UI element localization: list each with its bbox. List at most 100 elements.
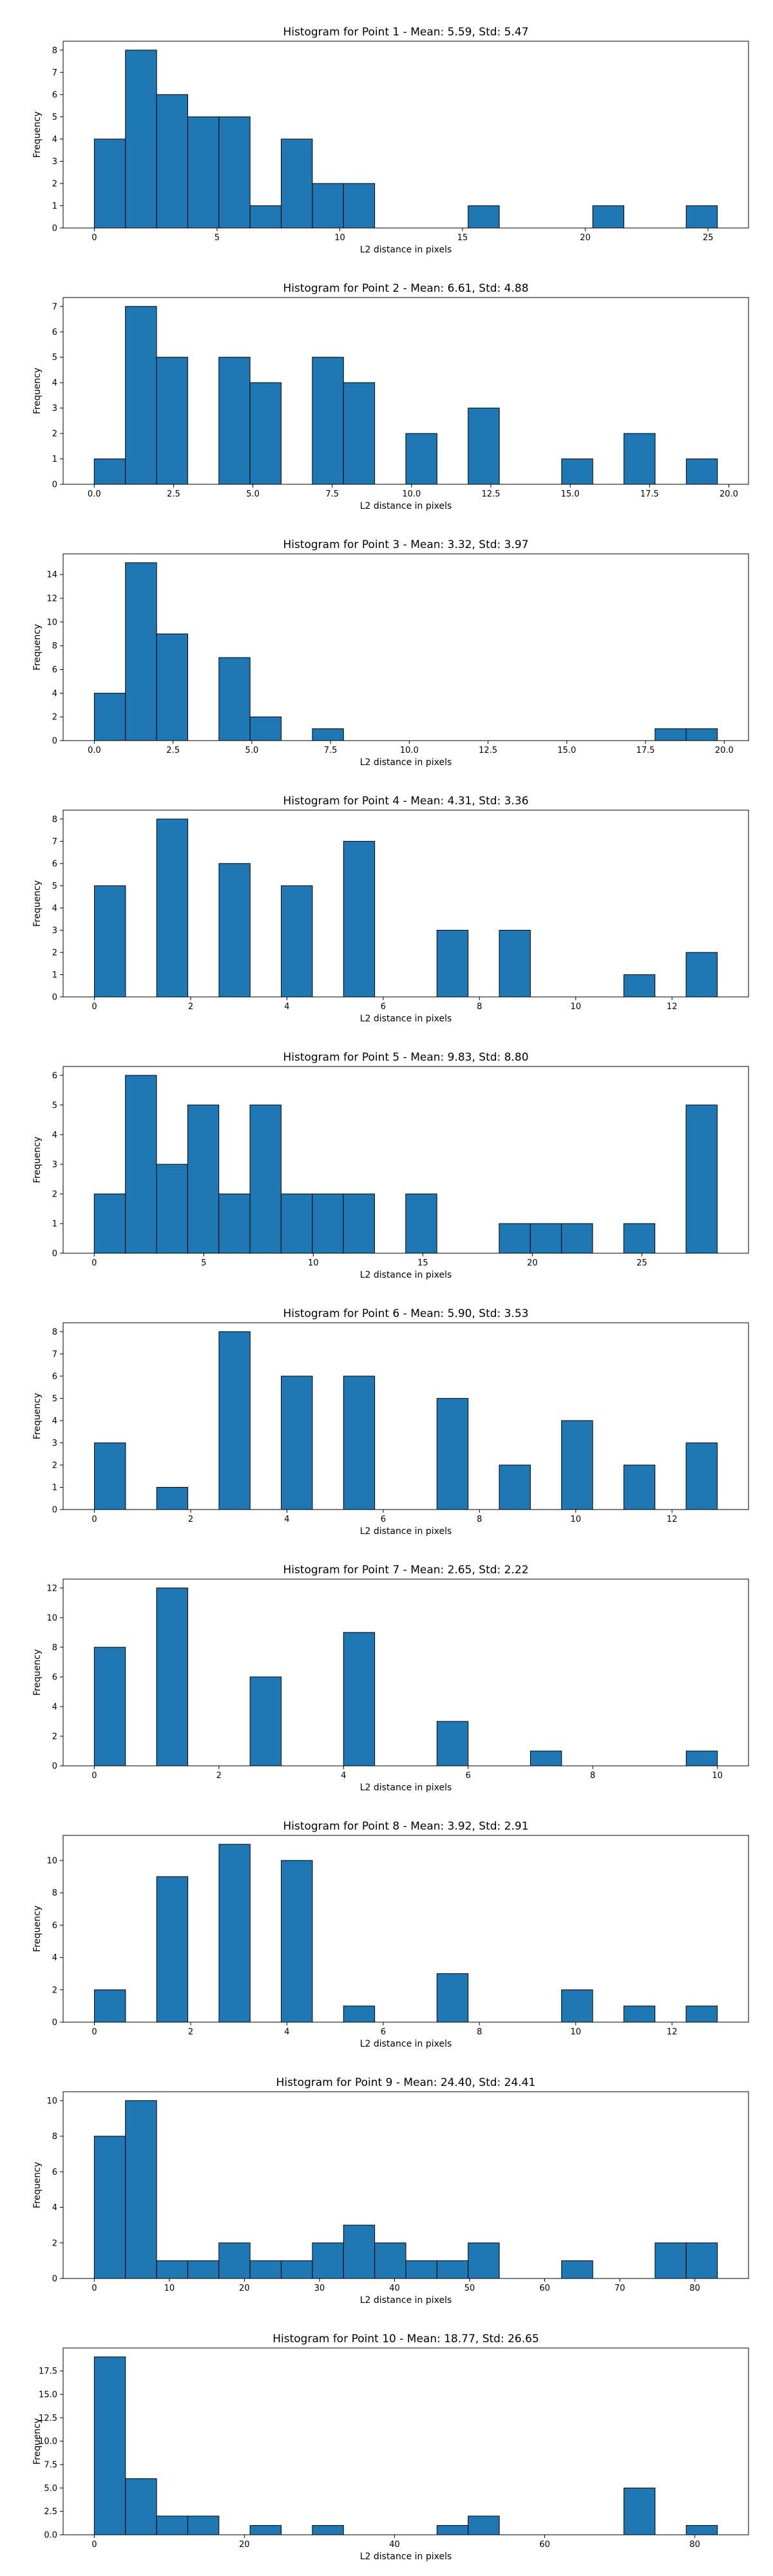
y-tick-label: 4: [52, 135, 57, 144]
y-tick-label: 2.5: [44, 2507, 57, 2517]
x-tick-label: 6: [381, 2027, 386, 2037]
histogram-bar: [343, 1376, 376, 1510]
histogram-bar: [312, 183, 344, 229]
x-tick-label: 30: [314, 2284, 325, 2293]
x-tick-label: 20: [580, 233, 591, 243]
x-tick-label: 10: [570, 1515, 581, 1524]
y-tick-label: 6: [52, 2168, 57, 2177]
y-tick-label: 5: [52, 113, 57, 122]
histogram-bar: [187, 2260, 220, 2279]
x-tick-label: 15: [417, 1258, 428, 1268]
histogram-bar: [218, 1331, 251, 1510]
y-tick-label: 3: [52, 1439, 57, 1448]
histogram-bar: [125, 2100, 157, 2279]
x-tick-label: 60: [539, 2540, 550, 2550]
y-tick-label: 8: [52, 46, 57, 55]
y-tick-label: 1: [52, 202, 57, 211]
histogram-chart-2: Histogram for Point 2 - Mean: 6.61, Std:…: [32, 282, 749, 511]
histogram-bar: [685, 2242, 718, 2279]
x-axis-label: L2 distance in pixels: [360, 2295, 452, 2306]
bars: [94, 1331, 718, 1510]
chart-title: Histogram for Point 8 - Mean: 3.92, Std:…: [283, 1820, 528, 1833]
histogram-bar: [685, 1442, 718, 1510]
histogram-bar: [218, 1193, 251, 1254]
x-axis-label: L2 distance in pixels: [360, 1270, 452, 1280]
histogram-bar: [312, 728, 344, 741]
x-axis-label: L2 distance in pixels: [360, 2039, 452, 2049]
x-tick-label: 12.5: [479, 746, 497, 755]
y-tick-label: 7: [52, 68, 57, 78]
histogram-bar: [94, 885, 126, 998]
histogram-bar: [281, 885, 313, 998]
x-tick-label: 5: [201, 1258, 206, 1268]
histogram-bar: [436, 2260, 469, 2279]
histogram-bar: [499, 1223, 531, 1254]
histogram-bar: [281, 1860, 313, 2023]
bars: [93, 1587, 718, 1766]
histogram-bar: [654, 2242, 687, 2279]
x-axis-label: L2 distance in pixels: [360, 245, 452, 255]
x-tick-label: 20.0: [720, 489, 738, 499]
x-tick-label: 4: [284, 1515, 289, 1524]
histogram-bar: [685, 205, 718, 229]
x-tick-label: 7.5: [324, 746, 338, 755]
y-tick-label: 1: [52, 1483, 57, 1493]
histogram-bar: [218, 116, 251, 229]
y-tick-label: 4: [52, 1416, 57, 1426]
y-axis-label: Frequency: [32, 368, 43, 414]
histogram-bar: [561, 1989, 593, 2023]
histogram-bar: [685, 728, 718, 741]
y-tick-label: 12.5: [39, 2414, 57, 2423]
y-tick-label: 0: [52, 1506, 57, 1515]
histogram-bar: [530, 1750, 562, 1766]
histogram-bar: [685, 2005, 718, 2023]
histogram-bar: [685, 1104, 718, 1254]
histogram-bar: [93, 1647, 126, 1766]
axes-frame: [62, 810, 749, 998]
histogram-bar: [156, 1587, 188, 1766]
histogram-bar: [125, 1075, 157, 1254]
y-tick-label: 6: [52, 1071, 57, 1081]
histogram-bar: [94, 1442, 126, 1510]
y-tick-label: 10: [46, 618, 57, 627]
histogram-bar: [218, 863, 251, 998]
y-tick-label: 8: [52, 815, 57, 824]
x-tick-label: 20: [239, 2540, 250, 2550]
y-tick-label: 3: [52, 404, 57, 413]
bars: [93, 2356, 718, 2535]
y-tick-label: 7.5: [44, 2460, 57, 2470]
histogram-bar: [499, 929, 531, 998]
y-tick-label: 2: [52, 713, 57, 723]
histogram-bar: [156, 1876, 189, 2023]
y-axis-label: Frequency: [32, 880, 43, 927]
y-tick-label: 4: [52, 1953, 57, 1963]
x-tick-label: 10: [712, 1771, 723, 1781]
histogram-bar: [280, 1193, 313, 1254]
bars: [93, 50, 718, 229]
y-tick-label: 4: [52, 379, 57, 388]
y-tick-label: 1: [52, 1219, 57, 1229]
y-tick-label: 10: [46, 1613, 57, 1623]
x-tick-label: 0: [91, 2284, 97, 2293]
bars: [93, 1075, 718, 1254]
x-tick-label: 7.5: [325, 489, 339, 499]
x-tick-label: 6: [381, 1515, 386, 1524]
histogram-bar: [343, 382, 376, 485]
histogram-bar: [312, 357, 344, 485]
histogram-bar: [187, 1104, 220, 1254]
x-tick-label: 20: [239, 2284, 250, 2293]
histogram-bar: [343, 1193, 375, 1254]
y-tick-label: 3: [52, 157, 57, 167]
histogram-bar: [343, 840, 376, 998]
histogram-bar: [125, 562, 157, 741]
histogram-bar: [654, 728, 687, 741]
histogram-bar: [561, 2260, 593, 2279]
y-axis-label: Frequency: [32, 1393, 43, 1439]
y-tick-label: 3: [52, 1160, 57, 1170]
y-tick-label: 6: [52, 859, 57, 869]
histogram-chart-4: Histogram for Point 4 - Mean: 4.31, Std:…: [32, 795, 749, 1024]
bars: [93, 562, 718, 741]
histogram-bar: [468, 205, 500, 229]
histogram-bar: [623, 2005, 656, 2023]
x-tick-label: 25: [636, 1258, 647, 1268]
